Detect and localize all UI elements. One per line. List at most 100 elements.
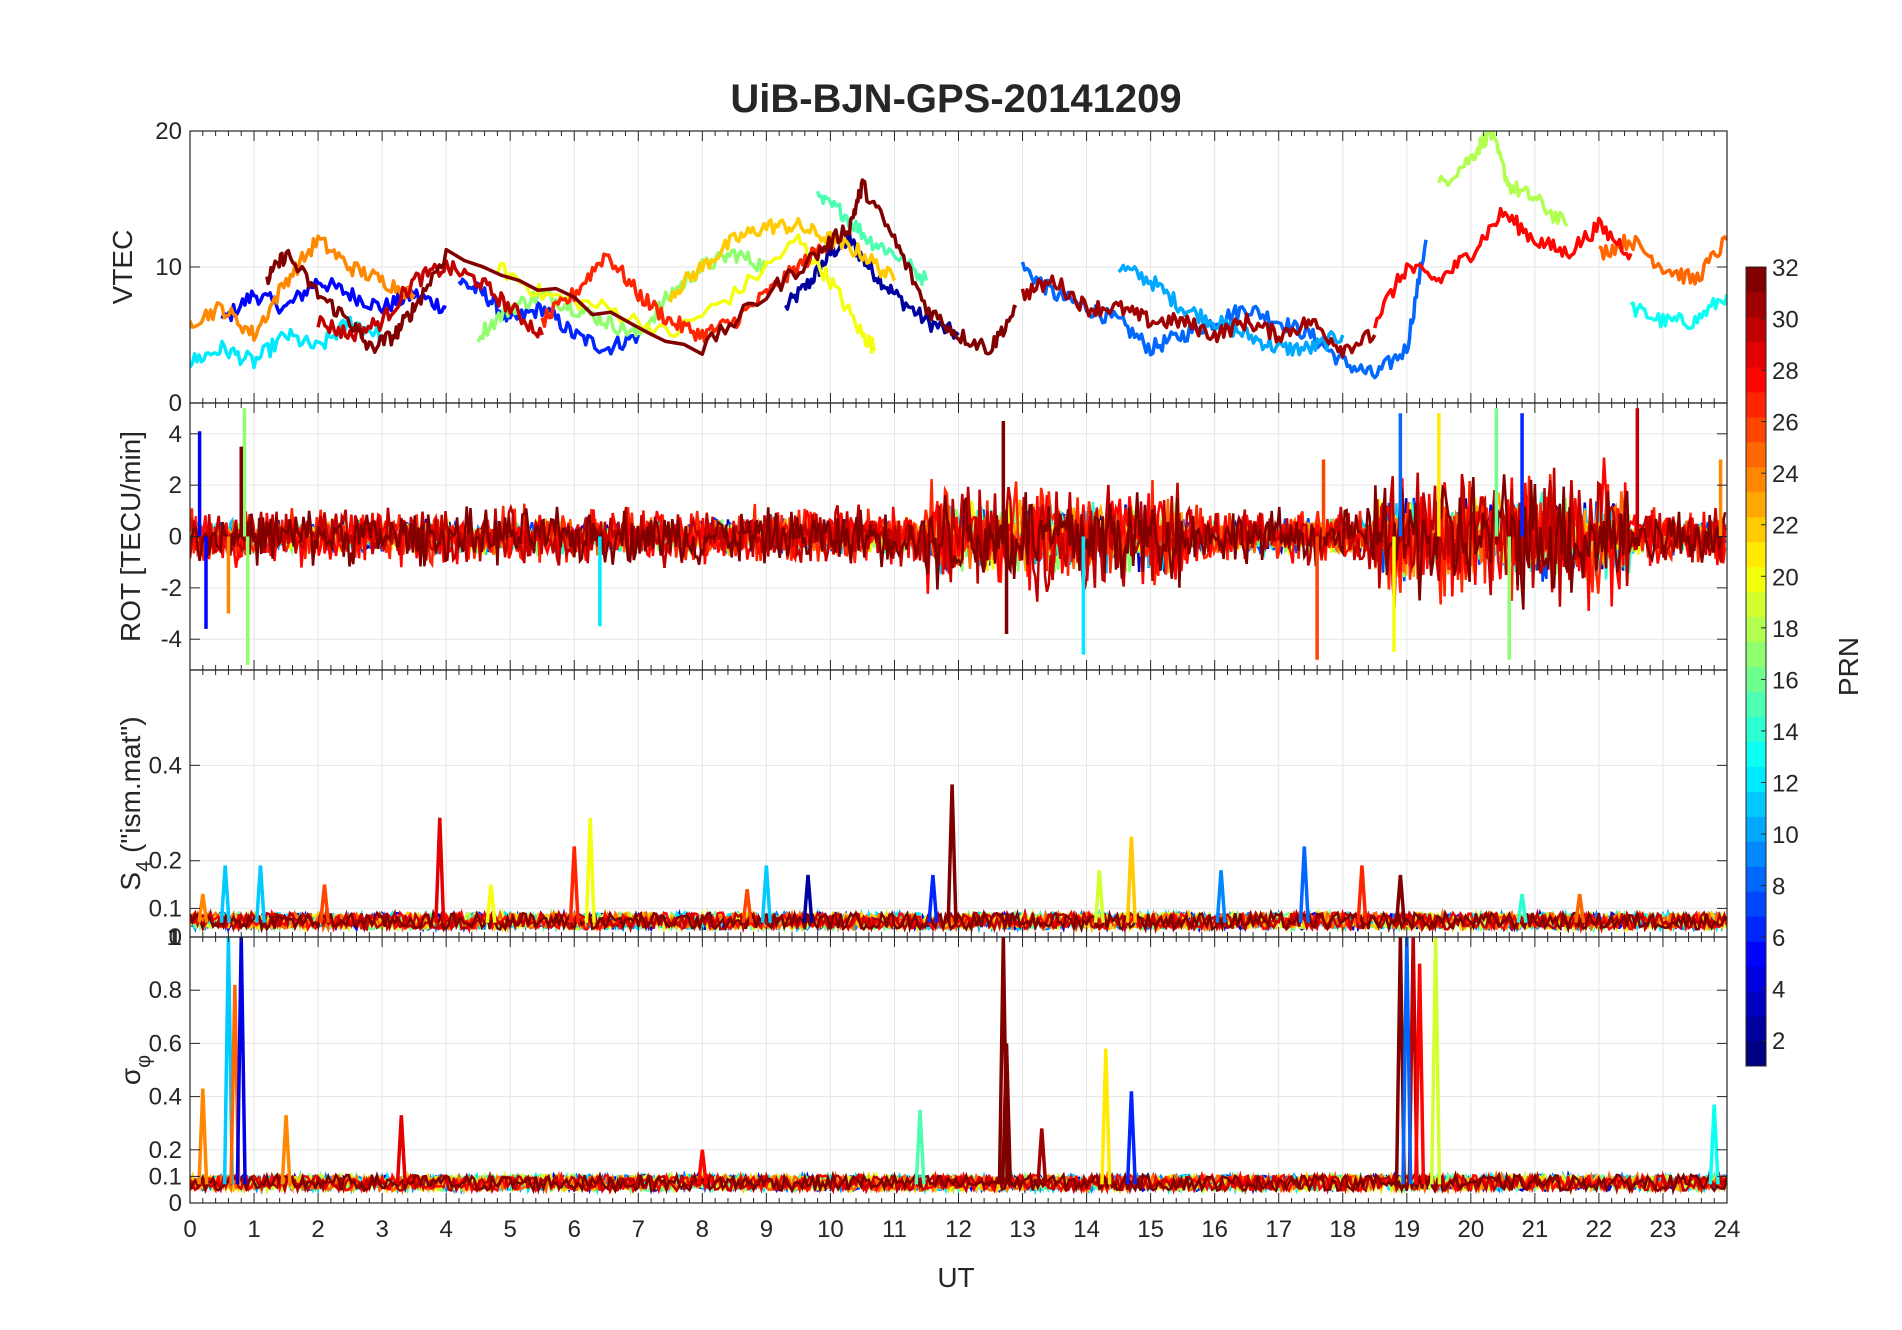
rot-y-axis-label: ROT [TECU/min] (115, 431, 146, 642)
x-tick-label-10: 10 (817, 1216, 844, 1243)
s4-spike-18 (1394, 874, 1406, 923)
sigma_phi-spike-15 (1414, 963, 1426, 1185)
s4-ytick-label-1: 0.2 (149, 848, 182, 875)
x-tick-label-20: 20 (1457, 1216, 1484, 1243)
vtec-series-prn-24 (190, 234, 416, 342)
sigma_phi-spike-4 (280, 1115, 292, 1185)
colorbar-segment-27 (1746, 391, 1766, 418)
colorbar-tick-label-3: 8 (1772, 874, 1785, 901)
colorbar-frame (1745, 266, 1767, 1067)
sigma_phi-ytick-label-3: 0.4 (149, 1084, 182, 1111)
colorbar-tick-label-10: 22 (1772, 513, 1799, 540)
colorbar-tick-label-15: 32 (1772, 255, 1799, 282)
x-tick-label-1: 1 (247, 1216, 260, 1243)
colorbar-segment-4 (1746, 966, 1766, 992)
sigma_phi-spike-11 (1100, 1048, 1112, 1185)
vtec-series-prn-6 (457, 277, 640, 356)
rot-ytick-label-2: 0 (169, 524, 182, 551)
panel-rot: -4 -2 0 2 4 ROT [TECU/min] (115, 402, 1728, 671)
colorbar-segment-11 (1746, 791, 1766, 817)
colorbar-segment-29 (1746, 341, 1766, 368)
x-tick-label-7: 7 (632, 1216, 645, 1243)
sigma_phi-overlap-label-1: 1 (167, 924, 180, 951)
sigma_phi-series-prn-32 (190, 1170, 1727, 1196)
s4-spike-8 (741, 889, 753, 923)
colorbar-segment-18 (1746, 616, 1766, 643)
colorbar-tick-label-7: 16 (1772, 667, 1799, 694)
s4-grid (189, 670, 1728, 937)
sigma_phi-y-axis-label: σφ (115, 1055, 155, 1085)
sigma_phi-spike-0 (197, 1088, 209, 1185)
vtec-y-label-main: VTEC (107, 230, 138, 305)
vtec-series-prn-31 (1020, 274, 1377, 359)
rot-ytick-label-3: 2 (169, 472, 182, 499)
colorbar-segment-6 (1746, 916, 1766, 942)
sigma_phi-ytick-label-6: 1 (169, 924, 182, 951)
colorbar-segment-22 (1746, 516, 1766, 543)
colorbar-segment-31 (1746, 291, 1766, 318)
s4-y-label-suffix: ("ism.mat") (115, 716, 146, 860)
colorbar-segment-1 (1746, 1041, 1766, 1067)
vtec-series-prn-12 (190, 315, 384, 370)
sigma_phi-spike-9 (1000, 1043, 1013, 1185)
vtec-ytick-label-1: 10 (155, 254, 182, 281)
sigma_phi-spike-10 (1036, 1128, 1048, 1185)
sigma_phi-y-label-main: σ (115, 1068, 146, 1085)
colorbar-segment-20 (1746, 566, 1766, 593)
x-tick-label-18: 18 (1329, 1216, 1356, 1243)
s4-x-ticks (189, 670, 1728, 937)
colorbar-segment-15 (1746, 691, 1766, 717)
colorbar-segment-24 (1746, 466, 1766, 493)
colorbar-tick-label-5: 12 (1772, 770, 1799, 797)
vtec-plot-area (190, 131, 1727, 380)
s4-series-prn-28 (190, 908, 1727, 934)
vtec-series-prn-22 (668, 216, 897, 303)
s4-spike-6 (568, 846, 580, 923)
colorbar-tick-label-13: 28 (1772, 358, 1799, 385)
colorbar-segment-32 (1746, 267, 1766, 293)
colorbar-segment-25 (1746, 441, 1766, 468)
x-tick-label-12: 12 (945, 1216, 972, 1243)
colorbar-tick-label-14: 30 (1772, 307, 1799, 334)
x-tick-label-24: 24 (1714, 1216, 1741, 1243)
colorbar-segment-14 (1746, 716, 1766, 742)
sigma_phi-spike-3 (235, 937, 247, 1185)
x-axis-label: UT (937, 1262, 974, 1293)
s4-spike-14 (1093, 870, 1105, 923)
vtec-y-axis-label: VTEC (107, 230, 138, 305)
rot-plot-area (190, 408, 1727, 665)
vtec-series-prn-13 (1629, 293, 1727, 331)
colorbar-tick-label-2: 6 (1772, 925, 1785, 952)
x-tick-label-22: 22 (1586, 1216, 1613, 1243)
x-tick-label-13: 13 (1009, 1216, 1036, 1243)
colorbar-segment-13 (1746, 741, 1766, 767)
x-tick-label-15: 15 (1137, 1216, 1164, 1243)
colorbar-tick-label-11: 24 (1772, 461, 1799, 488)
colorbar-tick-label-1: 4 (1772, 977, 1785, 1004)
colorbar-tick-label-12: 26 (1772, 410, 1799, 437)
s4-spike-13 (1125, 836, 1138, 923)
sigma_phi-ytick-label-1: 0.1 (149, 1163, 182, 1190)
sigma_phi-spike-6 (696, 1149, 708, 1185)
colorbar-segment-12 (1746, 766, 1766, 792)
colorbar-segment-3 (1746, 991, 1766, 1017)
x-tick-label-8: 8 (696, 1216, 709, 1243)
rot-ytick-label-0: -4 (161, 626, 182, 653)
s4-spike-2 (254, 865, 267, 923)
colorbar-segment-8 (1746, 866, 1766, 892)
sigma_phi-overlap-label-0: 0 (169, 924, 182, 951)
x-tick-label-3: 3 (375, 1216, 388, 1243)
colorbar-segment-2 (1746, 1016, 1766, 1042)
colorbar-segment-9 (1746, 841, 1766, 867)
colorbar-segment-16 (1746, 666, 1766, 692)
s4-spike-9 (760, 865, 772, 923)
colorbar-segment-10 (1746, 816, 1766, 842)
vtec-series-prn-30 (316, 259, 544, 343)
colorbar-segment-30 (1746, 316, 1766, 343)
s4-spike-3 (318, 884, 331, 923)
s4-spike-19 (1516, 893, 1528, 923)
rot-ytick-label-4: 4 (169, 421, 182, 448)
